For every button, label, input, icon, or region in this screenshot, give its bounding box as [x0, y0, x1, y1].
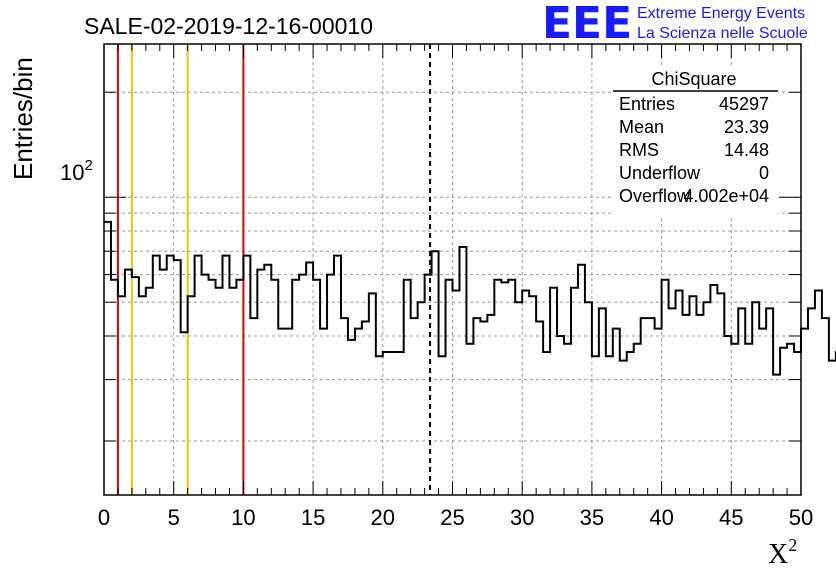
- x-tick-label: 0: [98, 505, 110, 530]
- stats-row-label: Overflow: [619, 186, 691, 206]
- logo-line-1: Extreme Energy Events: [637, 5, 805, 22]
- x-axis-label-base: X: [768, 539, 788, 570]
- stats-title: ChiSquare: [651, 69, 736, 89]
- x-tick-label: 45: [719, 505, 743, 530]
- x-tick-label: 40: [649, 505, 673, 530]
- x-tick-label: 15: [301, 505, 325, 530]
- axes: 0 5 10 15 20 25 30 35 40 45 50: [98, 44, 813, 530]
- stats-row-label: Underflow: [619, 163, 701, 183]
- histogram: [104, 220, 836, 376]
- stats-row-value: 14.48: [724, 140, 769, 160]
- x-tick-label: 5: [168, 505, 180, 530]
- y-tick-exponent: 2: [84, 157, 92, 174]
- x-tick-label: 35: [580, 505, 604, 530]
- eee-logo-icon: EEE: [542, 0, 632, 49]
- stats-box: ChiSquare Entries 45297 Mean 23.39 RMS 14.48 U…: [613, 67, 778, 215]
- stats-row-label: Mean: [619, 117, 664, 137]
- y-tick-label: 102: [60, 157, 93, 185]
- plot-frame: [103, 43, 802, 496]
- stats-row-value: 0: [759, 163, 769, 183]
- stats-row-value: 45297: [719, 94, 769, 114]
- x-axis-label: X2: [768, 535, 797, 570]
- x-tick-label: 30: [510, 505, 534, 530]
- x-tick-label: 25: [440, 505, 464, 530]
- stats-row-value: 4.002e+04: [683, 186, 769, 206]
- logo-line-2: La Scienza nelle Scuole: [637, 25, 808, 42]
- histogram-line: [104, 220, 836, 376]
- grid: [104, 44, 801, 495]
- y-tick-base: 10: [60, 160, 84, 185]
- stats-row-value: 23.39: [724, 117, 769, 137]
- x-axis-label-superscript: 2: [788, 535, 797, 555]
- chart-title: SALE-02-2019-12-16-00010: [84, 13, 373, 39]
- x-tick-label: 20: [371, 505, 395, 530]
- y-axis-label: Entries/bin: [8, 57, 38, 180]
- x-tick-label: 50: [789, 505, 813, 530]
- stats-row-label: RMS: [619, 140, 659, 160]
- stats-row-label: Entries: [619, 94, 675, 114]
- x-tick-label: 10: [231, 505, 255, 530]
- stats-rows: Entries 45297 Mean 23.39 RMS 14.48 Underflow 0 O…: [619, 94, 769, 206]
